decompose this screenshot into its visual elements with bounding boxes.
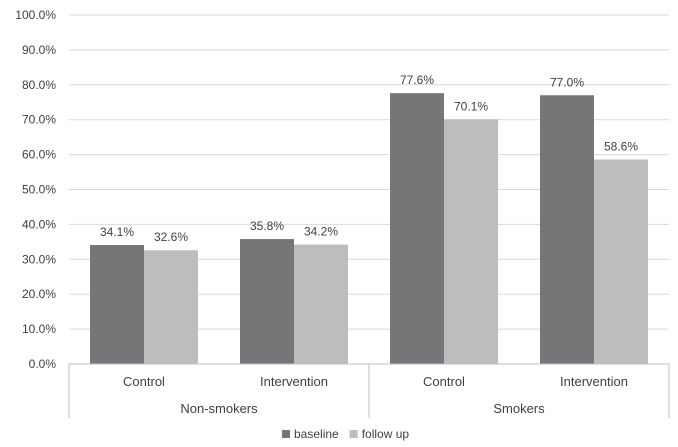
bar (90, 244, 144, 364)
bar (144, 250, 198, 364)
x-axis: Control Intervention Control InterventionNo… (68, 363, 670, 418)
data-label: 35.8% (250, 219, 284, 233)
y-tick-label: 60.0% (22, 148, 56, 162)
x-tick-label: Control (423, 374, 465, 389)
y-tick-label: 70.0% (22, 113, 56, 127)
x-tick-label: Intervention (560, 374, 628, 389)
bar (594, 159, 648, 364)
bar (444, 119, 498, 364)
legend-swatch (282, 430, 290, 438)
data-label: 34.1% (100, 225, 134, 239)
bar (540, 95, 594, 365)
legend-label: follow up (362, 427, 410, 441)
legend-label: baseline (294, 427, 339, 441)
data-label: 32.6% (154, 230, 188, 244)
group-label: Non-smokers (180, 401, 258, 416)
y-axis-tick-labels: 0.0% 10.0% 20.0% 30.0% 40.0% 50.0% 60.0% 70.0% 8… (15, 8, 56, 371)
group-label: Smokers (493, 401, 545, 416)
x-tick-label: Intervention (260, 374, 328, 389)
bar (294, 244, 348, 364)
data-label: 77.6% (400, 73, 434, 87)
data-label: 70.1% (454, 99, 488, 113)
data-label: 77.0% (550, 75, 584, 89)
y-tick-label: 50.0% (22, 183, 56, 197)
bars (90, 93, 648, 365)
data-labels: 34.1% 35.8% 77.6% 77.0% 32.6% 34.2% 70.1% 58.6% (100, 73, 638, 244)
y-tick-label: 100.0% (15, 8, 56, 22)
y-tick-label: 30.0% (22, 252, 56, 266)
y-tick-label: 10.0% (22, 322, 56, 336)
legend-swatch (349, 430, 358, 438)
x-tick-label: Control (123, 374, 165, 389)
bar (390, 93, 444, 365)
y-tick-label: 90.0% (22, 43, 56, 57)
y-tick-label: 80.0% (22, 78, 56, 92)
bar (240, 239, 294, 364)
y-tick-label: 40.0% (22, 217, 56, 231)
data-label: 58.6% (604, 139, 638, 153)
data-label: 34.2% (304, 225, 338, 239)
y-tick-label: 0.0% (29, 357, 57, 371)
y-tick-label: 20.0% (22, 287, 56, 301)
legend: baseline follow up (282, 427, 409, 441)
